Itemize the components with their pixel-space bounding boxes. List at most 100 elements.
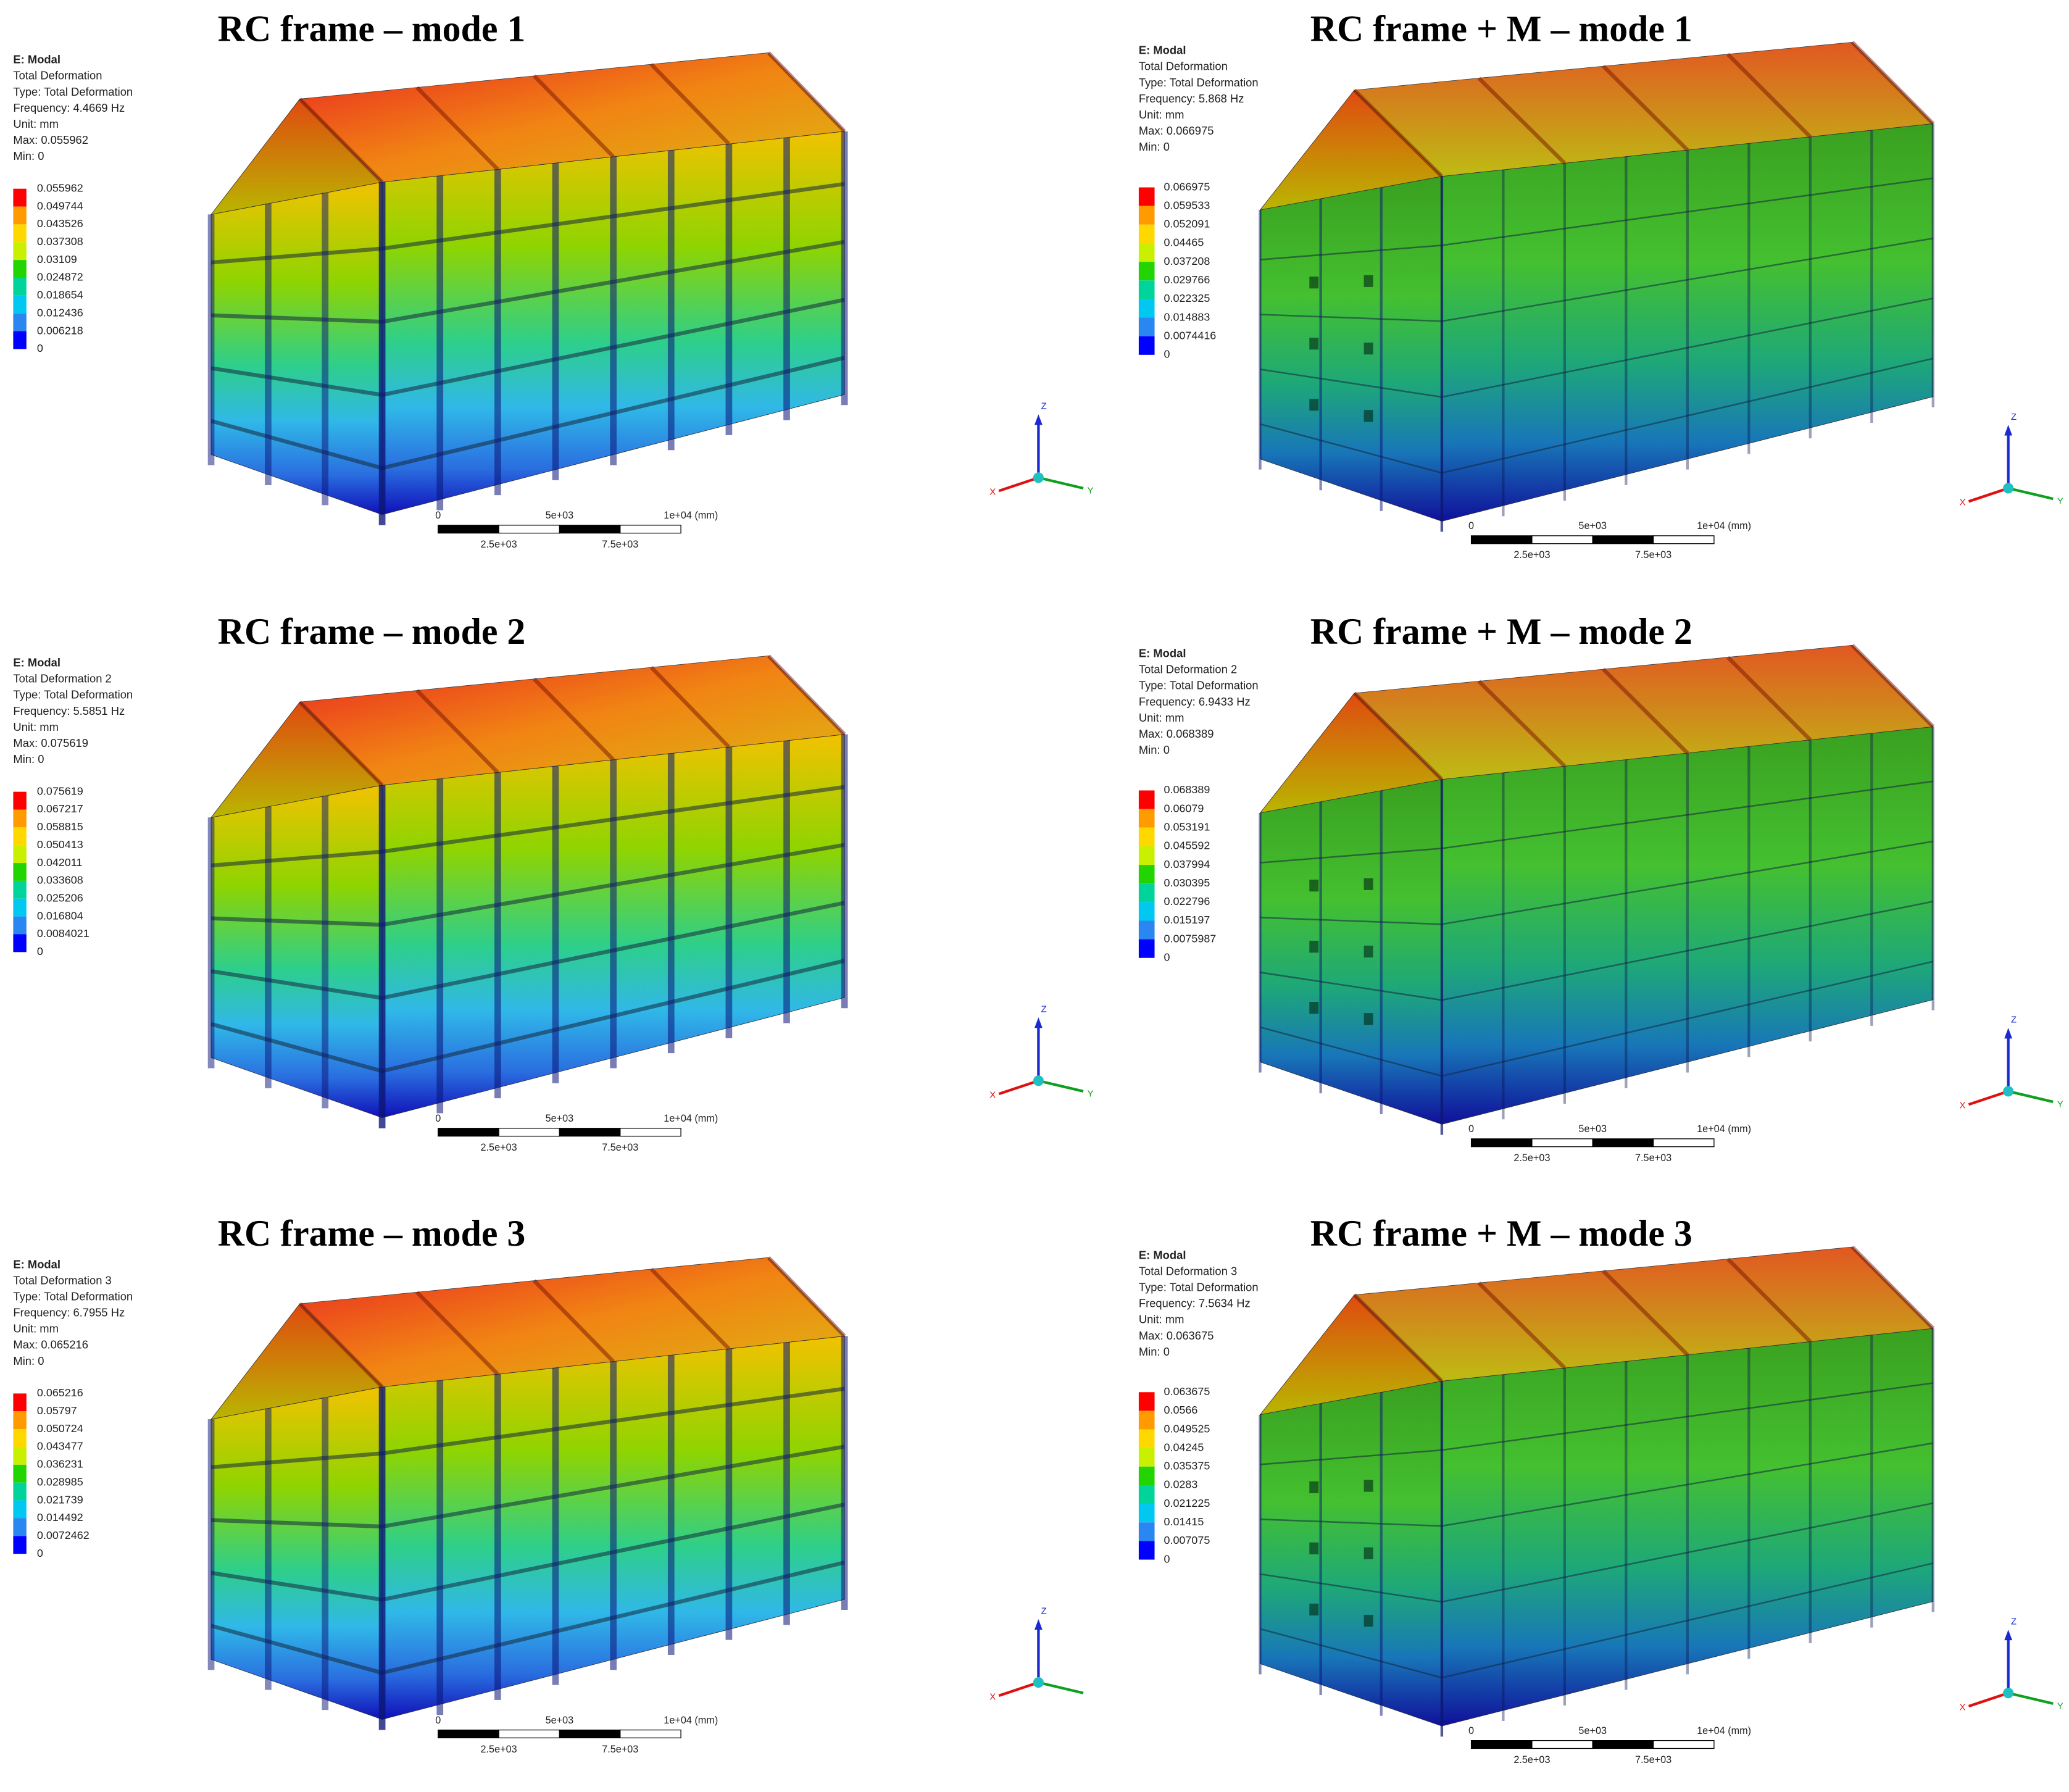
axis-label: X	[989, 487, 996, 498]
legend-label: 0.0075987	[1164, 932, 1216, 944]
scale-label: 0	[1468, 1725, 1474, 1736]
rafter	[767, 51, 846, 133]
legend-label: 0.037308	[37, 235, 83, 248]
axis-x	[998, 1681, 1039, 1697]
window	[1309, 1002, 1319, 1014]
window	[1363, 410, 1373, 422]
legend-swatch	[13, 1536, 27, 1554]
scale-label: 7.5e+03	[1635, 1152, 1671, 1164]
scale-segment	[498, 1729, 560, 1738]
scale-label: 0	[435, 1715, 441, 1726]
scale-segment	[620, 1729, 681, 1738]
legend-swatch	[13, 1446, 27, 1465]
scale-segment	[1470, 1740, 1533, 1749]
scale-segment	[1470, 1138, 1533, 1148]
legend-swatch	[1138, 1392, 1155, 1411]
legend-swatch	[13, 188, 27, 207]
scale-label: 1e+04 (mm)	[1697, 520, 1751, 531]
legend-label: 0.045592	[1164, 840, 1210, 852]
info-line: Frequency: 7.5634 Hz	[1139, 1297, 1251, 1310]
legend-label: 0	[37, 342, 43, 354]
legend-label: 0.053191	[1164, 821, 1210, 833]
scale-segment	[620, 1128, 681, 1137]
legend-label: 0.052091	[1164, 218, 1210, 230]
legend-label: 0.029766	[1164, 273, 1210, 286]
side-face	[210, 1386, 383, 1720]
legend-swatch	[1138, 865, 1155, 884]
axis-y	[2008, 486, 2054, 501]
arrow-z	[1034, 1619, 1043, 1630]
scale-label: 7.5e+03	[602, 1744, 638, 1755]
scale-label: 2.5e+03	[481, 1744, 517, 1755]
scale-segment	[498, 1128, 560, 1137]
arrow-z	[2004, 425, 2013, 436]
legend-swatch	[13, 1411, 27, 1430]
legend-label: 0.035375	[1164, 1460, 1210, 1472]
window	[1309, 1481, 1319, 1494]
scale-label: 5e+03	[1578, 1725, 1607, 1736]
legend-swatch	[13, 313, 27, 331]
scale-label: 0	[1468, 520, 1474, 531]
scale-label: 5e+03	[546, 1113, 574, 1124]
scale-label: 7.5e+03	[602, 1142, 638, 1153]
scale-segment	[1531, 535, 1593, 544]
info-line: Unit: mm	[1139, 1313, 1184, 1326]
scale-segment	[1652, 1740, 1715, 1749]
legend-swatch	[1138, 187, 1155, 206]
axis-label: X	[1960, 1702, 1966, 1712]
legend-swatch	[1138, 920, 1155, 940]
rafter	[1602, 64, 1689, 152]
scale-label: 7.5e+03	[1635, 549, 1671, 561]
legend-label: 0.022796	[1164, 895, 1210, 907]
legend-label: 0.063675	[1164, 1385, 1210, 1398]
panel-title: RC frame + M – mode 3	[1310, 1213, 1692, 1254]
legend-swatch	[1138, 299, 1155, 318]
legend-label: 0	[37, 1547, 43, 1559]
scale-label: 1e+04 (mm)	[664, 510, 718, 521]
info-line: Type: Total Deformation	[1139, 1281, 1259, 1294]
legend-swatch	[1138, 224, 1155, 243]
info-line: Type: Total Deformation	[13, 1290, 133, 1302]
window	[1309, 940, 1319, 953]
scale-segment	[438, 525, 499, 534]
legend-label: 0.03109	[37, 253, 77, 265]
rafter	[415, 689, 499, 774]
legend-label: 0.042011	[37, 856, 83, 869]
info-line: Max: 0.063675	[1139, 1329, 1214, 1342]
rafter	[1850, 644, 1935, 728]
legend-swatch	[13, 916, 27, 935]
scale-segment	[1652, 535, 1715, 544]
scale-label: 5e+03	[546, 1715, 574, 1726]
legend-label: 0.050724	[37, 1422, 83, 1435]
info-line: Unit: mm	[1139, 711, 1184, 724]
arrow-z	[1034, 1017, 1043, 1028]
axis-label: Y	[1088, 486, 1094, 496]
rafter	[1726, 1257, 1812, 1343]
info-line: E: Modal	[1139, 44, 1186, 57]
legend-label: 0.022325	[1164, 292, 1210, 304]
axis-label: Z	[1041, 1004, 1047, 1015]
axis-x	[1968, 1691, 2009, 1708]
scale-segment	[1531, 1740, 1593, 1749]
legend-label: 0.030395	[1164, 877, 1210, 889]
window	[1309, 1542, 1319, 1555]
panel: RC frame – mode 3 E: Modal Total Deformati…	[13, 1213, 1084, 1755]
panel: RC frame – mode 2 E: Modal Total Deformati…	[13, 611, 1094, 1153]
panel: RC frame + M – mode 1 E: Modal Total Defor…	[1138, 8, 2063, 561]
axis-label: Y	[2057, 496, 2063, 507]
legend-swatch	[1138, 1485, 1155, 1504]
rafter	[1477, 680, 1567, 768]
info-line: Min: 0	[1139, 140, 1170, 153]
legend-label: 0.015197	[1164, 914, 1210, 926]
info-line: Total Deformation 2	[13, 672, 111, 685]
legend-label: 0.01415	[1164, 1515, 1204, 1528]
scale-segment	[1470, 535, 1533, 544]
info-line: E: Modal	[13, 53, 60, 66]
legend-swatch	[1138, 317, 1155, 336]
rafter	[1850, 1245, 1935, 1330]
legend-swatch	[13, 224, 27, 243]
scale-segment	[559, 1128, 621, 1137]
triad-origin	[2003, 1086, 2014, 1097]
window	[1309, 879, 1319, 892]
axis-label: Z	[2011, 412, 2017, 422]
